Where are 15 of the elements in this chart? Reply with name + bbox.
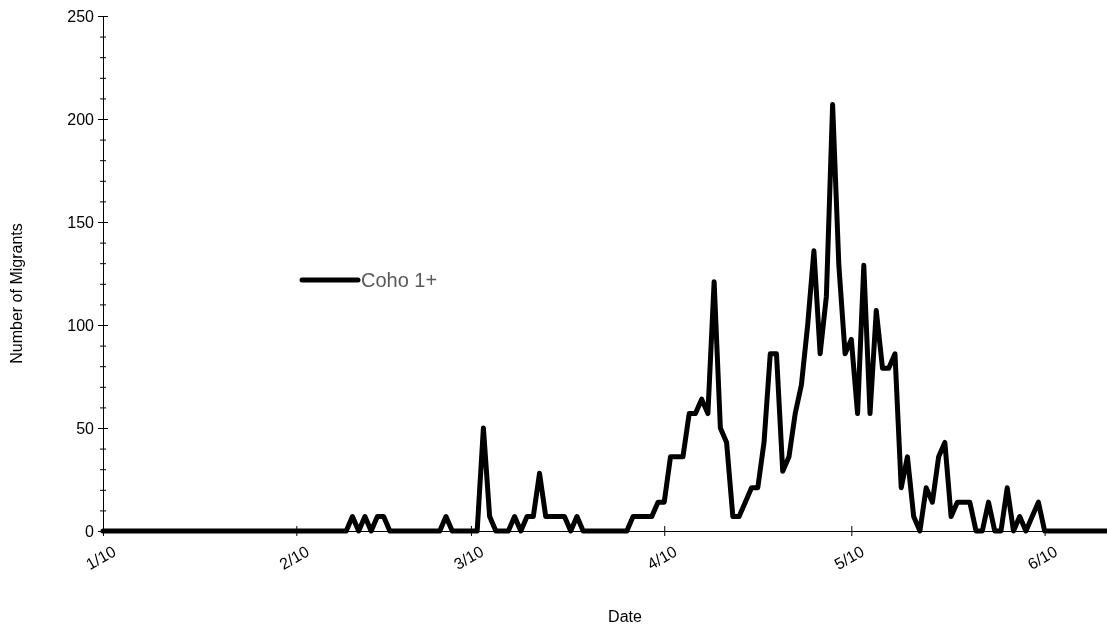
x-tick-label: 5/10: [831, 542, 867, 573]
y-tick-label: 100: [67, 316, 95, 334]
legend-label: Coho 1+: [361, 269, 438, 291]
y-tick-label: 250: [67, 7, 95, 25]
x-tick-label: 3/10: [451, 542, 487, 573]
x-tick-label: 6/10: [1024, 542, 1061, 573]
x-tick-label: 2/10: [276, 542, 312, 573]
x-tick-label: 1/10: [83, 542, 119, 573]
y-axis-title: Number of Migrants: [8, 223, 25, 364]
x-axis-title: Date: [608, 608, 642, 625]
x-tick-label: 4/10: [644, 542, 680, 573]
y-tick-label: 150: [67, 213, 95, 231]
y-tick-label: 0: [85, 522, 95, 540]
y-tick-label: 50: [76, 419, 95, 437]
y-tick-label: 200: [67, 110, 95, 128]
